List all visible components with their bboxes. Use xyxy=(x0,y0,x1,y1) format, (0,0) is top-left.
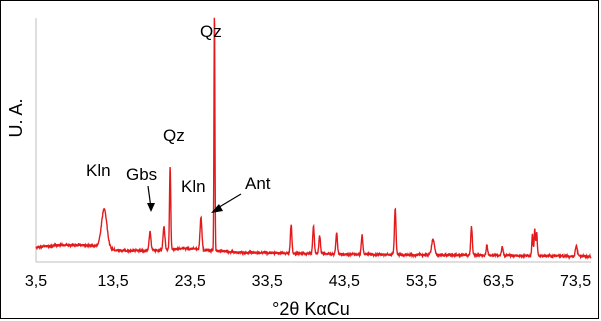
x-tick-label: 73,5 xyxy=(560,273,591,290)
ant-arrowhead xyxy=(211,204,223,213)
y-axis-label: U. A. xyxy=(6,98,26,137)
annotation-ant: Ant xyxy=(245,174,271,193)
annotation-qz-second: Qz xyxy=(163,126,185,145)
annotation-qz-main: Qz xyxy=(200,22,222,41)
series-line xyxy=(35,17,592,261)
gbs-arrowhead xyxy=(147,203,155,212)
x-tick-labels: 3,5 13,5 23,5 33,5 43,5 53,5 63,5 73,5 xyxy=(25,273,591,290)
annotation-kln-second: Kln xyxy=(181,177,206,196)
x-tick-label: 33,5 xyxy=(252,273,283,290)
x-tick-label: 13,5 xyxy=(98,273,129,290)
annotation-gbs: Gbs xyxy=(126,165,157,184)
x-tick-label: 23,5 xyxy=(175,273,206,290)
annotation-kln-first: Kln xyxy=(86,161,111,180)
x-tick-label: 43,5 xyxy=(329,273,360,290)
x-tick-label: 53,5 xyxy=(406,273,437,290)
x-tick-label: 63,5 xyxy=(483,273,514,290)
x-axis-label: °2θ KαCu xyxy=(272,299,350,319)
x-tick-label: 3,5 xyxy=(25,273,47,290)
